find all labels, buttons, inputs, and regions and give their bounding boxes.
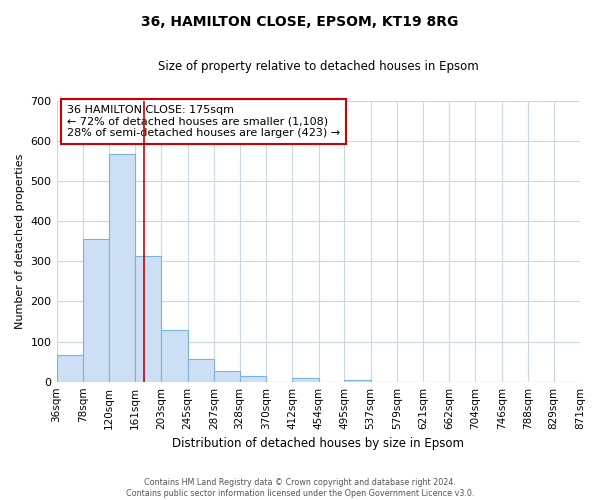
Text: 36 HAMILTON CLOSE: 175sqm
← 72% of detached houses are smaller (1,108)
28% of se: 36 HAMILTON CLOSE: 175sqm ← 72% of detac…: [67, 105, 340, 138]
Bar: [161, 330, 188, 382]
Bar: [109, 154, 135, 382]
Bar: [188, 359, 214, 382]
Bar: [135, 256, 161, 382]
Y-axis label: Number of detached properties: Number of detached properties: [15, 154, 25, 329]
Text: Contains HM Land Registry data © Crown copyright and database right 2024.
Contai: Contains HM Land Registry data © Crown c…: [126, 478, 474, 498]
Bar: [239, 376, 266, 382]
Bar: [83, 239, 109, 382]
Bar: [292, 378, 319, 382]
Title: Size of property relative to detached houses in Epsom: Size of property relative to detached ho…: [158, 60, 479, 73]
Bar: [344, 380, 371, 382]
X-axis label: Distribution of detached houses by size in Epsom: Distribution of detached houses by size …: [172, 437, 464, 450]
Bar: [56, 355, 83, 382]
Text: 36, HAMILTON CLOSE, EPSOM, KT19 8RG: 36, HAMILTON CLOSE, EPSOM, KT19 8RG: [142, 15, 458, 29]
Bar: [214, 371, 239, 382]
